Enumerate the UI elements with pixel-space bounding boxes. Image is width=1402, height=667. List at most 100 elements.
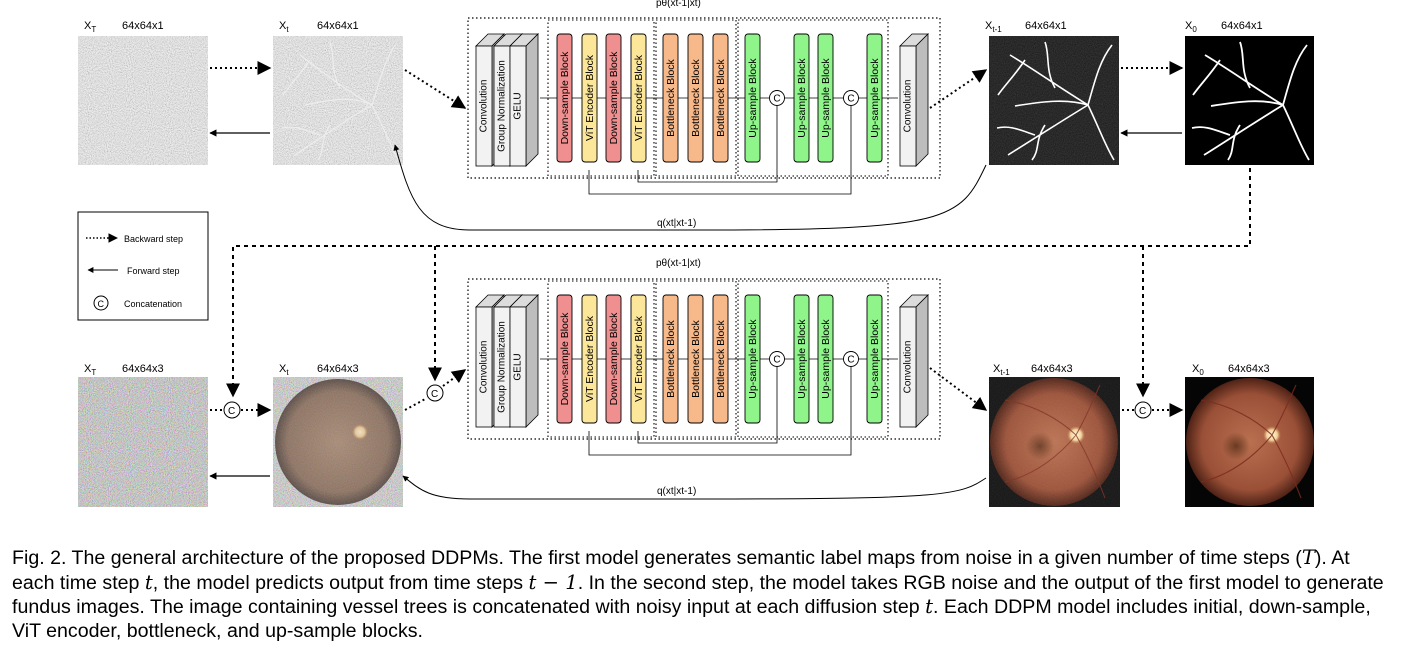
bottom-block-9-up (793, 294, 810, 424)
top-block-label-4: ViT Encoder Block (633, 54, 645, 141)
bottom-concat-3: C (1134, 401, 1152, 419)
bottom-p-label: pθ(xt-1|xt) (656, 258, 701, 269)
top-block-label-9: Up-sample Block (796, 58, 808, 138)
top-x0-vessels (1191, 41, 1310, 161)
top-block-5-bottleneck (662, 33, 679, 163)
top-block-2-vit (581, 33, 598, 163)
bottom-xt1-label: Xt-1 (993, 363, 1010, 377)
top-p-label: pθ(xt-1|xt) (656, 0, 701, 9)
top-ddpm-model: Convolution Group Normalization GELU Down-s… (467, 17, 941, 195)
bottom-block-1-down (556, 294, 573, 424)
legend-concat-label: Concatenation (124, 299, 182, 309)
top-block-11-up (866, 33, 883, 163)
top-q-forward-arrow (393, 144, 987, 231)
top-block-7-bottleneck (712, 33, 729, 163)
svg-text:C: C (1139, 406, 1146, 417)
bottom-block-3-down (605, 294, 622, 424)
top-block-label-3: Down-sample Block (608, 51, 620, 145)
bottom-block-8-up (744, 294, 761, 424)
top-final-slab: Convolution (899, 33, 929, 167)
bottom-initial-slab-3: GELU (509, 294, 539, 428)
svg-text:C: C (228, 406, 235, 417)
top-x0-size: 64x64x1 (1221, 20, 1263, 32)
bottom-x0-size: 64x64x3 (1228, 363, 1270, 375)
bottom-xt-label: Xt (279, 363, 289, 377)
top-concat-outer: C (843, 90, 859, 106)
top-q-label: q(xt|xt-1) (657, 218, 696, 229)
top-row: XT 64x64x1 Xt 64x64x1 Xt-1 64x64x1 X0 64… (78, 0, 1314, 231)
top-block-label-6: Bottleneck Block (690, 58, 702, 136)
svg-text:C: C (98, 299, 105, 309)
top-block-label-11: Up-sample Block (869, 58, 881, 138)
bottom-initial-label-3: GELU (513, 353, 524, 380)
bottom-block-label-4: ViT Encoder Block (633, 315, 645, 402)
top-xt-label: Xt (279, 20, 289, 34)
top-model-frame (467, 17, 941, 179)
top-block-label-10: Up-sample Block (820, 58, 832, 138)
svg-text:C: C (431, 389, 438, 400)
bottom-block-11-up (866, 294, 883, 424)
top-x0-label: X0 (1185, 20, 1197, 34)
bottom-block-10-up (817, 294, 834, 424)
top-xT-size: 64x64x1 (122, 20, 164, 32)
bottom-block-label-11: Up-sample Block (869, 319, 881, 399)
bottom-ddpm-model: Convolution Group Normalization GELU Down-s… (467, 278, 941, 456)
top-block-label-5: Bottleneck Block (665, 58, 677, 136)
bottom-row: XT 64x64x3 Xt 64x64x3 Xt-1 64x64x3 X0 64… (78, 258, 1314, 507)
top-block-8-up (744, 33, 761, 163)
bottom-xT-size: 64x64x3 (122, 363, 164, 375)
top-block-1-down (556, 33, 573, 163)
bottom-concat-inner: C (769, 351, 785, 367)
top-block-3-down (605, 33, 622, 163)
bottom-concat-2: C (426, 384, 444, 402)
bottom-final-slab: Convolution (899, 294, 929, 428)
bottom-block-7-bottleneck (712, 294, 729, 424)
bottom-block-label-8: Up-sample Block (747, 319, 759, 399)
top-skip-connection-inner (637, 106, 778, 183)
bottom-skip-connection-outer (588, 367, 852, 456)
top-block-4-vit (630, 33, 647, 163)
legend-forward-label: Forward step (127, 266, 180, 276)
bottom-q-label: q(xt|xt-1) (657, 486, 696, 497)
top-block-6-bottleneck (687, 33, 704, 163)
top-initial-label-2: Group Normalization (497, 60, 508, 152)
top-xt1-vessels (996, 41, 1115, 161)
top-final-label: Convolution (903, 80, 914, 133)
bottom-skip-connection-inner (637, 367, 778, 444)
svg-text:C: C (847, 355, 854, 366)
top-xT-label: XT (84, 20, 96, 34)
top-xt1-size: 64x64x1 (1025, 20, 1067, 32)
bottom-xT-noise-image (78, 377, 208, 507)
top-into-model-arrow (404, 69, 467, 109)
bottom-concat-1: C (223, 401, 241, 419)
top-initial-slab-3: GELU (509, 33, 539, 167)
top-xt-image (273, 36, 403, 165)
bottom-block-label-3: Down-sample Block (608, 312, 620, 406)
bottom-block-label-6: Bottleneck Block (690, 319, 702, 397)
bottom-xt1-size: 64x64x3 (1031, 363, 1073, 375)
bottom-block-label-7: Bottleneck Block (715, 319, 727, 397)
bottom-block-6-bottleneck (687, 294, 704, 424)
top-skip-connection-outer (588, 106, 852, 195)
top-block-9-up (793, 33, 810, 163)
top-out-model-arrow (929, 69, 988, 109)
bottom-block-label-5: Bottleneck Block (665, 319, 677, 397)
svg-text:C: C (773, 94, 780, 105)
top-initial-label-3: GELU (513, 92, 524, 119)
top-xt-size: 64x64x1 (317, 20, 359, 32)
legend-backward-label: Backward step (124, 234, 183, 244)
bottom-initial-label-1: Convolution (479, 341, 490, 394)
bottom-out-model-arrow (929, 367, 988, 411)
svg-text:C: C (847, 94, 854, 105)
bottom-block-label-9: Up-sample Block (796, 319, 808, 399)
bottom-block-label-2: ViT Encoder Block (584, 315, 596, 402)
bottom-final-label: Convolution (903, 341, 914, 394)
top-xt1-label: Xt-1 (985, 20, 1002, 34)
bottom-block-label-10: Up-sample Block (820, 319, 832, 399)
top-xt-vessels (281, 41, 399, 161)
top-block-label-2: ViT Encoder Block (584, 54, 596, 141)
bottom-model-frame (467, 278, 941, 440)
top-bottleneck-group (655, 19, 737, 177)
top-block-label-8: Up-sample Block (747, 58, 759, 138)
bottom-block-2-vit (581, 294, 598, 424)
